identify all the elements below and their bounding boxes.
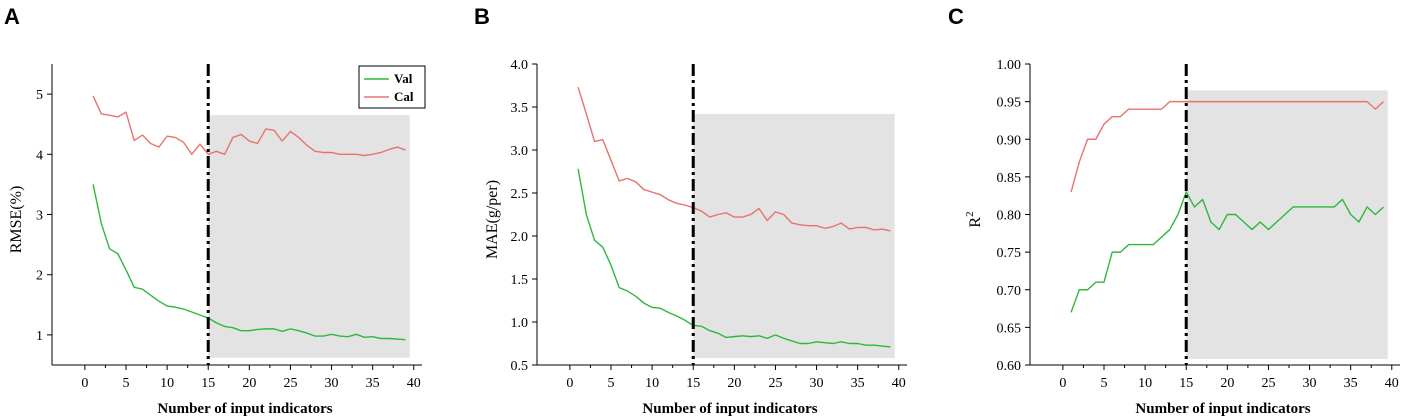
y-axis-title-superscript: 2 xyxy=(964,211,976,217)
x-tick-label: 20 xyxy=(242,376,256,391)
series-line-cal xyxy=(1070,100,1385,193)
y-tick-label: 2.5 xyxy=(511,187,529,202)
legend-label-val: Val xyxy=(394,71,413,86)
y-axis-title-text: R xyxy=(967,217,984,228)
y-tick-label: 1 xyxy=(36,329,43,344)
x-tick-label: 15 xyxy=(1179,376,1193,391)
y-tick-label: 2.0 xyxy=(511,230,529,245)
panel-label: C xyxy=(948,4,964,29)
y-tick-label: 0.5 xyxy=(511,359,529,374)
y-axis-title: RMSE(%) xyxy=(8,186,25,254)
series-line-cal xyxy=(577,87,891,232)
y-tick-label: 0.95 xyxy=(997,96,1022,111)
series-line-val xyxy=(577,168,891,348)
y-tick-label: 0.85 xyxy=(997,171,1022,186)
x-tick-label: 10 xyxy=(160,376,174,391)
x-tick-label: 5 xyxy=(1101,376,1108,391)
shaded-region xyxy=(1186,90,1388,359)
x-axis-title: Number of input indicators xyxy=(642,401,817,417)
chart-panel-a: A 0 5 10 15 20 25 30 35 40 1 2 3 4 5 Number of input in… xyxy=(4,4,426,417)
y-tick-label: 1.0 xyxy=(511,316,529,331)
x-tick-label: 20 xyxy=(1220,376,1234,391)
x-tick-label: 30 xyxy=(810,376,824,391)
x-tick-label: 20 xyxy=(727,376,741,391)
chart-panel-b: B 0 5 10 15 20 25 30 35 40 0.5 1.0 1.5 2.0 2.5 3.0 3.5 4.… xyxy=(474,4,907,417)
x-tick-label: 30 xyxy=(1303,376,1317,391)
y-tick-label: 0.75 xyxy=(997,246,1022,261)
y-axis-title: R2 xyxy=(964,211,984,227)
y-axis-title-text: RMSE(%) xyxy=(8,186,25,254)
y-axis-title-text: MAE(g/per) xyxy=(484,180,501,259)
x-tick-label: 25 xyxy=(768,376,782,391)
x-tick-label: 5 xyxy=(123,376,130,391)
shaded-region xyxy=(693,113,895,359)
legend-box xyxy=(358,65,426,109)
x-tick-label: 15 xyxy=(201,376,215,391)
y-tick-label: 3.5 xyxy=(511,101,529,116)
y-tick-label: 1.5 xyxy=(511,273,529,288)
x-tick-label: 10 xyxy=(1138,376,1152,391)
x-tick-label: 25 xyxy=(1261,376,1275,391)
x-axis-title: Number of input indicators xyxy=(1135,401,1310,417)
x-tick-label: 10 xyxy=(645,376,659,391)
y-tick-label: 0.70 xyxy=(997,284,1022,299)
chart-panel-c: C 0 5 10 15 20 25 30 35 40 0.60 0.65 0.70 0.75 0.80 0.8… xyxy=(948,4,1400,417)
y-tick-label: 1.00 xyxy=(997,58,1022,73)
x-tick-label: 40 xyxy=(892,376,906,391)
x-axis-title: Number of input indicators xyxy=(157,401,332,417)
x-tick-label: 35 xyxy=(366,376,380,391)
y-tick-label: 0.80 xyxy=(997,209,1022,224)
x-tick-label: 40 xyxy=(407,376,421,391)
series-line-cal xyxy=(92,95,406,157)
y-axis-title: MAE(g/per) xyxy=(484,180,501,259)
series-line-val xyxy=(92,184,406,341)
series-line-val xyxy=(1070,191,1385,313)
y-tick-label: 3 xyxy=(36,209,43,224)
y-tick-label: 3.0 xyxy=(511,144,529,159)
x-tick-label: 35 xyxy=(851,376,865,391)
legend-label-cal: Cal xyxy=(394,89,414,104)
x-tick-label: 0 xyxy=(566,376,573,391)
y-tick-label: 0.65 xyxy=(997,321,1022,336)
y-tick-label: 2 xyxy=(36,269,43,284)
x-tick-label: 35 xyxy=(1344,376,1358,391)
y-tick-label: 5 xyxy=(36,88,43,103)
panel-label: B xyxy=(474,4,490,29)
shaded-region xyxy=(208,115,410,358)
y-tick-label: 0.60 xyxy=(997,359,1022,374)
panel-label: A xyxy=(4,4,20,29)
x-tick-label: 0 xyxy=(1059,376,1066,391)
x-tick-label: 15 xyxy=(686,376,700,391)
y-tick-label: 4.0 xyxy=(511,58,529,73)
y-tick-label: 4 xyxy=(36,148,43,163)
x-tick-label: 30 xyxy=(325,376,339,391)
x-tick-label: 40 xyxy=(1385,376,1399,391)
x-tick-label: 25 xyxy=(283,376,297,391)
x-tick-label: 0 xyxy=(81,376,88,391)
y-tick-label: 0.90 xyxy=(997,133,1022,148)
x-tick-label: 5 xyxy=(608,376,615,391)
